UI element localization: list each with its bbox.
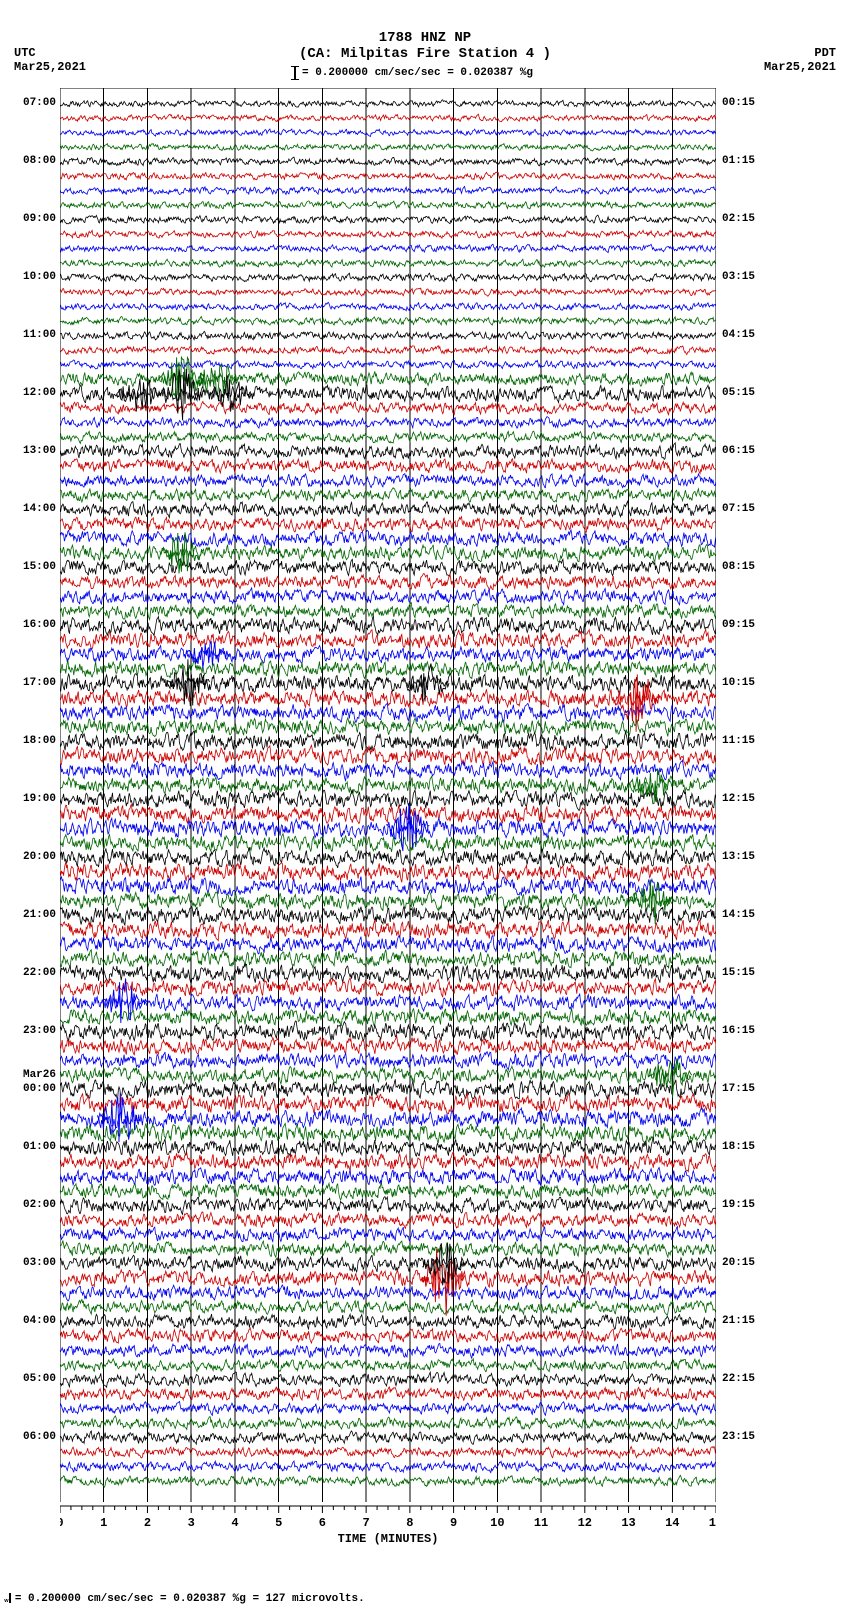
time-label-left: 06:00 <box>10 1431 56 1443</box>
footnote-text: = 0.200000 cm/sec/sec = 0.020387 %g = 12… <box>15 1593 365 1605</box>
svg-text:11: 11 <box>534 1516 548 1530</box>
time-label-right: 08:15 <box>722 561 755 573</box>
time-label-left: 09:00 <box>10 213 56 225</box>
svg-text:5: 5 <box>275 1516 282 1530</box>
time-label-right: 17:15 <box>722 1083 755 1095</box>
location-title: (CA: Milpitas Fire Station 4 ) <box>0 46 850 62</box>
time-label-right: 21:15 <box>722 1315 755 1327</box>
time-label-right: 10:15 <box>722 677 755 689</box>
time-label-left: 05:00 <box>10 1373 56 1385</box>
time-label-right: 19:15 <box>722 1199 755 1211</box>
time-label-left: 19:00 <box>10 793 56 805</box>
time-label-right: 01:15 <box>722 155 755 167</box>
svg-text:7: 7 <box>363 1516 370 1530</box>
scale-bar-icon <box>294 66 296 80</box>
svg-text:10: 10 <box>490 1516 504 1530</box>
time-label-right: 23:15 <box>722 1431 755 1443</box>
svg-text:TIME (MINUTES): TIME (MINUTES) <box>338 1532 439 1546</box>
time-label-right: 02:15 <box>722 213 755 225</box>
svg-text:0: 0 <box>60 1516 64 1530</box>
time-label-right: 11:15 <box>722 735 755 747</box>
time-label-left: 08:00 <box>10 155 56 167</box>
time-label-left: 16:00 <box>10 619 56 631</box>
time-label-right: 06:15 <box>722 445 755 457</box>
time-label-right: 09:15 <box>722 619 755 631</box>
svg-text:9: 9 <box>450 1516 457 1530</box>
time-label-right: 13:15 <box>722 851 755 863</box>
date-left-label: Mar25,2021 <box>14 60 86 74</box>
time-label-right: 16:15 <box>722 1025 755 1037</box>
time-label-left: 10:00 <box>10 271 56 283</box>
time-label-right: 15:15 <box>722 967 755 979</box>
time-label-right: 20:15 <box>722 1257 755 1269</box>
svg-text:1: 1 <box>100 1516 107 1530</box>
svg-text:15: 15 <box>709 1516 716 1530</box>
time-label-right: 14:15 <box>722 909 755 921</box>
time-label-left: 12:00 <box>10 387 56 399</box>
time-label-left: 17:00 <box>10 677 56 689</box>
time-label-left: 15:00 <box>10 561 56 573</box>
time-label-right: 12:15 <box>722 793 755 805</box>
time-label-left: 07:00 <box>10 97 56 109</box>
time-label-left: 02:00 <box>10 1199 56 1211</box>
time-label-right: 05:15 <box>722 387 755 399</box>
scale-bar-text: = 0.200000 cm/sec/sec = 0.020387 %g <box>302 67 533 79</box>
time-label-right: 07:15 <box>722 503 755 515</box>
time-label-left: 20:00 <box>10 851 56 863</box>
time-label-left: 01:00 <box>10 1141 56 1153</box>
date-break-label: Mar26 <box>10 1069 56 1081</box>
station-title: 1788 HNZ NP <box>0 30 850 46</box>
time-label-right: 18:15 <box>722 1141 755 1153</box>
time-label-left: 04:00 <box>10 1315 56 1327</box>
svg-text:14: 14 <box>665 1516 679 1530</box>
time-label-right: 22:15 <box>722 1373 755 1385</box>
time-label-right: 04:15 <box>722 329 755 341</box>
time-label-left: 23:00 <box>10 1025 56 1037</box>
time-label-left: 11:00 <box>10 329 56 341</box>
time-label-left: 18:00 <box>10 735 56 747</box>
svg-text:6: 6 <box>319 1516 326 1530</box>
time-label-left: 22:00 <box>10 967 56 979</box>
svg-text:3: 3 <box>188 1516 195 1530</box>
time-label-left: 13:00 <box>10 445 56 457</box>
svg-text:2: 2 <box>144 1516 151 1530</box>
time-label-left: 14:00 <box>10 503 56 515</box>
svg-text:4: 4 <box>231 1516 238 1530</box>
time-label-left: 00:00 <box>10 1083 56 1095</box>
footnote-bar-icon <box>9 1593 11 1603</box>
svg-text:12: 12 <box>578 1516 592 1530</box>
date-right-label: Mar25,2021 <box>764 60 836 74</box>
seismogram-page: UTC Mar25,2021 PDT Mar25,2021 1788 HNZ N… <box>0 0 850 1613</box>
time-label-right: 03:15 <box>722 271 755 283</box>
svg-text:13: 13 <box>621 1516 635 1530</box>
time-label-left: 21:00 <box>10 909 56 921</box>
seismogram-plot: 0123456789101112131415TIME (MINUTES) <box>60 88 716 1580</box>
svg-text:8: 8 <box>406 1516 413 1530</box>
footnote: ʷ= 0.200000 cm/sec/sec = 0.020387 %g = 1… <box>4 1593 365 1607</box>
time-label-right: 00:15 <box>722 97 755 109</box>
scale-bar: = 0.200000 cm/sec/sec = 0.020387 %g <box>294 66 533 80</box>
time-label-left: 03:00 <box>10 1257 56 1269</box>
